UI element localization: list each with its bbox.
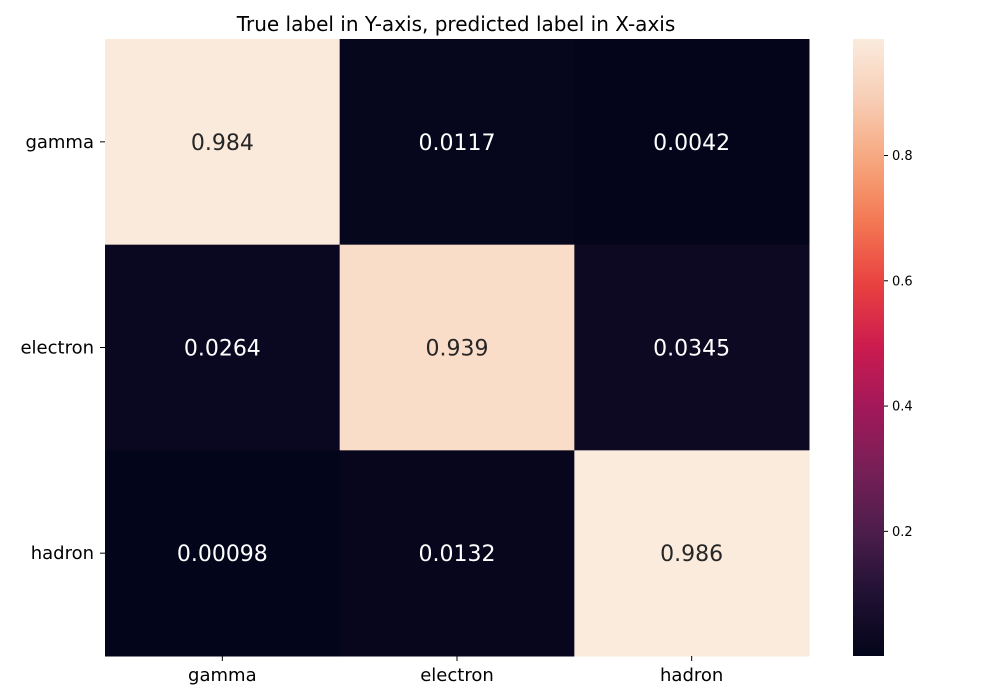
- cell-value-label: 0.984: [191, 131, 254, 156]
- colorbar: 0.2 0.4 0.6 0.8: [853, 39, 913, 656]
- colorbar-tick-label: 0.4: [892, 400, 913, 415]
- heatmap-cell: [105, 39, 341, 246]
- colorbar-tick-label: 0.6: [892, 274, 913, 289]
- cell-value-label: 0.939: [426, 337, 489, 362]
- colorbar-tick-label: 0.8: [892, 149, 913, 164]
- heatmap-cell: [339, 244, 575, 451]
- y-axis: gamma electron hadron: [20, 132, 105, 564]
- y-tick-label: hadron: [31, 543, 94, 564]
- heatmap-cell: [105, 244, 341, 451]
- x-axis: gamma electron hadron: [188, 656, 723, 686]
- colorbar-gradient: [853, 39, 884, 656]
- y-tick-label: electron: [20, 338, 94, 359]
- heatmap-cell: [574, 39, 810, 246]
- cell-value-label: 0.0132: [419, 542, 496, 567]
- heatmap-cell: [105, 450, 341, 657]
- x-tick-label: hadron: [660, 665, 723, 686]
- colorbar-tick-label: 0.2: [892, 525, 913, 540]
- cell-value-label: 0.0042: [653, 131, 730, 156]
- heatmap-cell: [574, 450, 810, 657]
- x-tick-label: electron: [420, 665, 494, 686]
- heatmap-cell: [339, 39, 575, 246]
- heatmap-grid: 0.984 0.0117 0.0042 0.0264 0.939 0.0345 0.0009…: [105, 39, 810, 657]
- chart-title: True label in Y-axis, predicted label in…: [236, 12, 676, 36]
- heatmap-cell: [574, 244, 810, 451]
- cell-value-label: 0.0345: [653, 337, 730, 362]
- cell-value-label: 0.00098: [177, 542, 268, 567]
- cell-value-label: 0.986: [660, 542, 723, 567]
- y-tick-label: gamma: [25, 132, 94, 153]
- cell-value-label: 0.0117: [419, 131, 496, 156]
- heatmap-cell: [339, 450, 575, 657]
- x-tick-label: gamma: [188, 665, 257, 686]
- cell-value-label: 0.0264: [184, 337, 261, 362]
